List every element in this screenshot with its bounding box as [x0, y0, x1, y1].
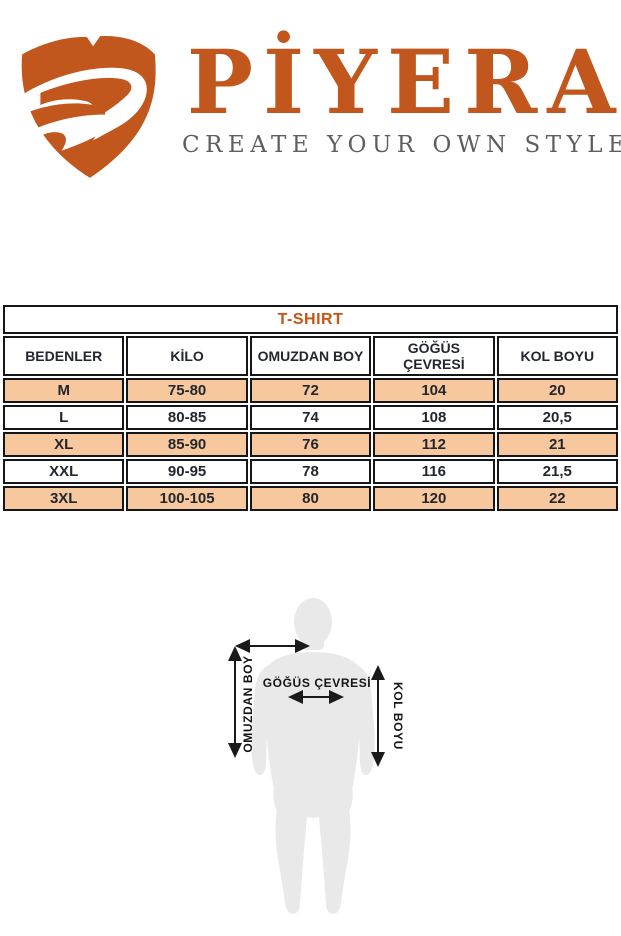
arm-length-measure: KOL BOYU — [371, 665, 405, 767]
cell-kilo: 85-90 — [126, 432, 248, 457]
cell-kol-boyu: 20 — [496, 378, 618, 403]
body-silhouette — [251, 598, 375, 914]
cell-size: XXL — [3, 459, 125, 484]
cell-omuzdan-boy: 72 — [249, 378, 372, 403]
cell-kol-boyu: 20,5 — [496, 405, 618, 430]
cell-omuzdan-boy: 74 — [249, 405, 372, 430]
size-table: T-SHIRT BEDENLER KİLO OMUZDAN BOY GÖĞÜS … — [1, 303, 620, 513]
cell-gogus-cevresi: 112 — [373, 432, 495, 457]
table-row-3xl: 3XL 100-105 80 120 22 — [3, 486, 618, 511]
cell-gogus-cevresi: 120 — [373, 486, 495, 511]
shoulder-length-measure: OMUZDAN BOY — [228, 639, 310, 758]
cell-gogus-cevresi: 116 — [373, 459, 495, 484]
col-header-bedenler: BEDENLER — [3, 336, 125, 376]
cell-kol-boyu: 22 — [496, 486, 618, 511]
table-header-row: BEDENLER KİLO OMUZDAN BOY GÖĞÜS ÇEVRESİ … — [3, 336, 618, 376]
table-row-m: M 75-80 72 104 20 — [3, 378, 618, 403]
cell-kol-boyu: 21,5 — [496, 459, 618, 484]
cell-size: M — [3, 378, 125, 403]
cell-kilo: 75-80 — [126, 378, 248, 403]
cell-omuzdan-boy: 80 — [249, 486, 372, 511]
chest-measure: GÖĞÜS ÇEVRESİ — [263, 675, 372, 704]
col-header-kol-boyu: KOL BOYU — [496, 336, 618, 376]
cell-gogus-cevresi: 108 — [373, 405, 495, 430]
col-header-kilo: KİLO — [126, 336, 248, 376]
table-row-xxl: XXL 90-95 78 116 21,5 — [3, 459, 618, 484]
table-title: T-SHIRT — [3, 305, 618, 334]
cell-size: XL — [3, 432, 125, 457]
measurement-figure: OMUZDAN BOY GÖĞÜS ÇEVRESİ KOL BOYU — [0, 568, 621, 931]
table-row-xl: XL 85-90 76 112 21 — [3, 432, 618, 457]
piyera-shield-p-icon — [12, 24, 164, 186]
brand-name: PİYERA — [186, 30, 621, 134]
col-header-omuzdan-boy: OMUZDAN BOY — [249, 336, 372, 376]
cell-size: 3XL — [3, 486, 125, 511]
cell-kilo: 80-85 — [126, 405, 248, 430]
cell-kilo: 100-105 — [126, 486, 248, 511]
table-title-row: T-SHIRT — [3, 305, 618, 334]
cell-kol-boyu: 21 — [496, 432, 618, 457]
cell-kilo: 90-95 — [126, 459, 248, 484]
brand-header: PİYERA CREATE YOUR OWN STYLE — [12, 24, 621, 186]
col-header-gogus-cevresi: GÖĞÜS ÇEVRESİ — [373, 336, 495, 376]
shoulder-length-label: OMUZDAN BOY — [241, 655, 255, 752]
chest-label: GÖĞÜS ÇEVRESİ — [263, 675, 372, 690]
cell-size: L — [3, 405, 125, 430]
table-row-l: L 80-85 74 108 20,5 — [3, 405, 618, 430]
brand-text-block: PİYERA CREATE YOUR OWN STYLE — [182, 24, 621, 158]
cell-omuzdan-boy: 78 — [249, 459, 372, 484]
cell-omuzdan-boy: 76 — [249, 432, 372, 457]
brand-tagline: CREATE YOUR OWN STYLE — [182, 132, 621, 158]
cell-gogus-cevresi: 104 — [373, 378, 495, 403]
arm-length-label: KOL BOYU — [391, 682, 405, 750]
